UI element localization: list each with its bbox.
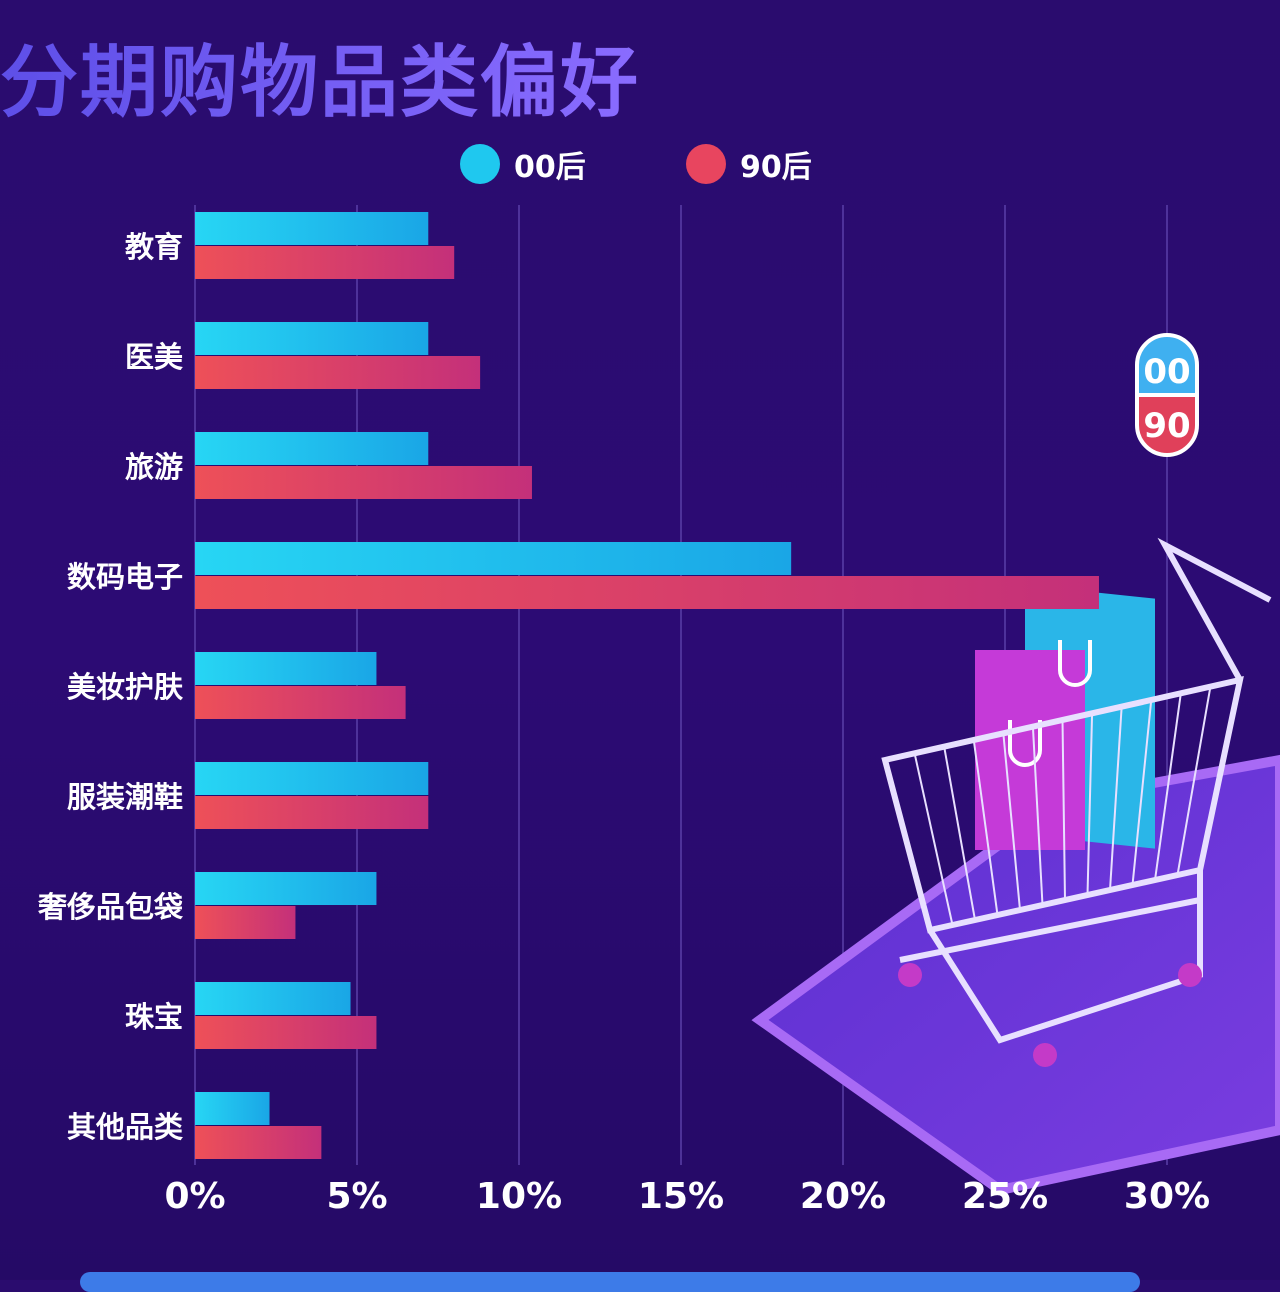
- bar-90-0: [195, 246, 455, 279]
- legend-item-00: 00后: [460, 142, 586, 186]
- bar-00-4: [195, 652, 377, 685]
- bar-90-4: [195, 686, 406, 719]
- category-label: 医美: [125, 340, 183, 374]
- cart-icon: [881, 537, 1272, 1044]
- bar-90-1: [195, 356, 481, 389]
- x-tick-label: 20%: [800, 1176, 886, 1217]
- bar-00-5: [195, 762, 429, 795]
- bar-00-7: [195, 982, 351, 1015]
- bar-00-6: [195, 872, 377, 905]
- legend-label-00: 00后: [514, 150, 586, 185]
- legend-item-90: 90后: [686, 142, 812, 186]
- bar-00-0: [195, 212, 429, 245]
- bar-90-7: [195, 1016, 377, 1049]
- category-label: 数码电子: [67, 560, 183, 594]
- category-label: 其他品类: [67, 1110, 183, 1144]
- legend-swatch-90: [686, 144, 726, 184]
- x-tick-label: 30%: [1124, 1176, 1210, 1217]
- legend-label-90: 90后: [740, 150, 812, 185]
- bar-90-8: [195, 1126, 322, 1159]
- category-label: 奢侈品包袋: [37, 890, 183, 924]
- x-tick-label: 25%: [962, 1176, 1048, 1217]
- bar-90-2: [195, 466, 532, 499]
- x-tick-label: 10%: [476, 1176, 562, 1217]
- x-tick-label: 0%: [164, 1176, 225, 1217]
- bar-00-3: [195, 542, 792, 575]
- category-label: 珠宝: [125, 1000, 183, 1034]
- shopping-bag-pink-icon: [975, 650, 1085, 850]
- chart-title: 分期购物品类偏好: [0, 20, 640, 132]
- legend-swatch-00: [460, 144, 500, 184]
- bar-90-6: [195, 906, 296, 939]
- badge-00-90: 00 90: [1135, 333, 1199, 457]
- x-tick-label: 5%: [326, 1176, 387, 1217]
- bar-90-3: [195, 576, 1099, 609]
- bar-90-5: [195, 796, 429, 829]
- bottom-panel: [80, 1272, 1140, 1292]
- bar-00-8: [195, 1092, 270, 1125]
- bar-00-2: [195, 432, 429, 465]
- category-label: 服装潮鞋: [67, 780, 183, 814]
- category-label: 教育: [125, 230, 183, 264]
- shopping-cart-illustration: [751, 537, 1280, 1196]
- bar-00-1: [195, 322, 429, 355]
- badge-bottom-text: 90: [1143, 406, 1190, 446]
- category-label: 旅游: [125, 450, 183, 484]
- category-label: 美妆护肤: [67, 670, 184, 704]
- badge-top-text: 00: [1143, 352, 1190, 392]
- x-tick-label: 15%: [638, 1176, 724, 1217]
